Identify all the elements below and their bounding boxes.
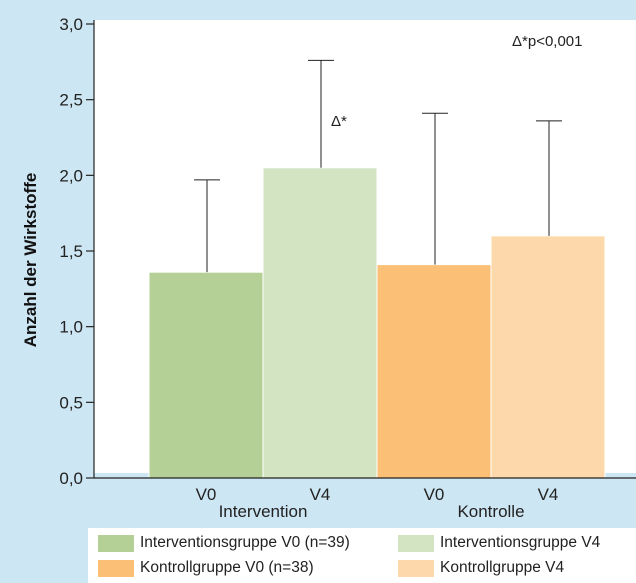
- legend-swatch: [398, 535, 434, 552]
- y-axis-label: Anzahl der Wirkstoffe: [21, 172, 40, 348]
- bar: [490, 235, 606, 479]
- legend-label: Kontrollgruppe V4: [440, 559, 565, 576]
- legend-label: Kontrollgruppe V0 (n=38): [140, 559, 314, 576]
- legend-label: Interventionsgruppe V0 (n=39): [140, 534, 350, 551]
- legend-swatch: [98, 560, 134, 577]
- y-tick-label: 1,5: [59, 242, 83, 261]
- legend-label: Interventionsgruppe V4: [440, 534, 601, 551]
- x-tick-label: V4: [538, 485, 559, 504]
- y-tick-label: 3,0: [59, 15, 83, 34]
- bar: [148, 271, 264, 479]
- significance-note: Δ*p<0,001: [512, 33, 583, 50]
- bar: [262, 167, 378, 479]
- y-tick-label: 0,5: [59, 393, 83, 412]
- x-group-label: Intervention: [219, 502, 308, 521]
- legend-swatch: [398, 560, 434, 577]
- x-tick-label: V4: [310, 485, 331, 504]
- bar: [376, 264, 492, 479]
- legend: Interventionsgruppe V0 (n=39) Interventi…: [88, 528, 636, 583]
- y-tick-label: 1,0: [59, 318, 83, 337]
- y-tick-label: 2,0: [59, 166, 83, 185]
- x-tick-label: V0: [196, 485, 217, 504]
- y-tick-label: 2,5: [59, 91, 83, 110]
- significance-marker: Δ*: [331, 113, 347, 130]
- x-tick-label: V0: [424, 485, 445, 504]
- x-group-label: Kontrolle: [457, 502, 524, 521]
- y-tick-label: 0,0: [59, 469, 83, 488]
- legend-swatch: [98, 535, 134, 552]
